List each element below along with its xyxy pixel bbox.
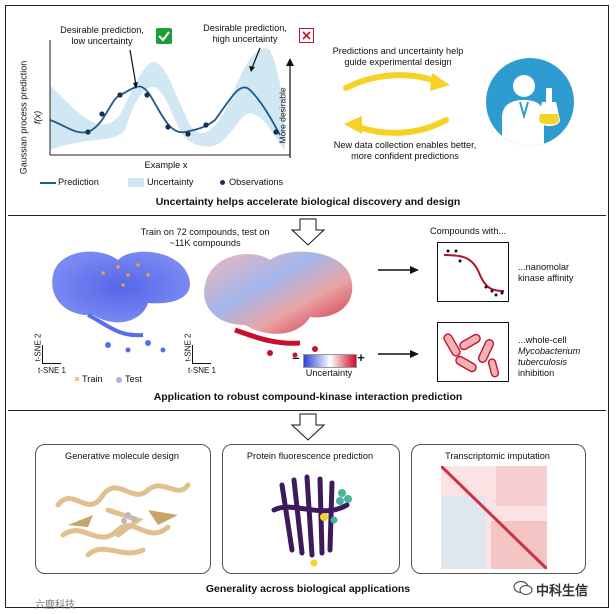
legend-observations: Observations [229, 177, 284, 187]
prediction-curve [49, 85, 281, 136]
callout-arrow-low [129, 49, 137, 86]
observation-point [203, 122, 209, 128]
legend-test-dot [116, 377, 122, 383]
whole-cell-text: ...whole-cell [518, 335, 567, 345]
heatmap [441, 466, 547, 569]
tsne1-right: t-SNE 1 [187, 366, 216, 375]
down-arrow-2 [290, 413, 326, 441]
tsne-axes-right [192, 345, 211, 364]
panel3-title: Generality across biological application… [205, 583, 411, 595]
check-icon [156, 28, 172, 44]
inhibition-text: inhibition [518, 368, 555, 378]
compounds-with: Compounds with... [430, 226, 507, 236]
divider-1 [8, 215, 606, 216]
legend-train-marker: × [74, 374, 80, 384]
uncertainty-band [50, 48, 285, 150]
legend-prediction: Prediction [58, 177, 99, 187]
uncertainty-colorbar [303, 354, 357, 368]
observation-point [117, 92, 123, 98]
xaxis-label: Example x [144, 160, 188, 170]
observation-point [165, 124, 171, 130]
divider-2 [8, 410, 606, 411]
train-test-text: Train on 72 compounds, test on ~11K comp… [140, 227, 270, 248]
bacteria-box [437, 322, 509, 382]
observation-point [273, 129, 279, 135]
wechat-icon [513, 580, 533, 596]
down-arrow-1 [290, 218, 326, 246]
observation-point [99, 111, 105, 117]
annot-low-uncertainty: Desirable prediction, low uncertainty [60, 25, 144, 46]
annot-high-uncertainty: Desirable prediction, high uncertainty [203, 23, 287, 44]
more-desirable-arrow [285, 58, 295, 163]
figure-frame [5, 5, 609, 608]
colorbar-minus: – [292, 350, 300, 365]
tsne-axes-left [42, 345, 61, 364]
protein-ribbon-tan [55, 482, 191, 558]
cross-icon [299, 28, 314, 43]
gp-plot [49, 40, 290, 156]
arrow-to-kinase [378, 262, 420, 280]
legend-observation-dot [220, 180, 225, 185]
tsne-uncertainty [204, 251, 353, 358]
legend-test: Test [125, 374, 142, 384]
protein-ribbon-purple [271, 474, 352, 567]
watermark-right: 中科生信 [536, 583, 589, 598]
arrow-to-mtb [378, 346, 420, 364]
mycobacterium-text: Mycobacterium tuberculosis [518, 346, 581, 367]
panel2-title: Application to robust compound-kinase in… [153, 391, 463, 403]
cycle-arrow-right [343, 72, 450, 91]
legend-uncertainty-swatch [128, 178, 144, 187]
nanomolar-text: ...nanomolar kinase affinity [518, 262, 574, 283]
observation-point [144, 92, 150, 98]
tsne1-left: t-SNE 1 [37, 366, 66, 375]
observation-point [85, 129, 91, 135]
scientist-icon [486, 58, 574, 146]
tsne-train-test [52, 251, 190, 353]
yaxis-label: Gaussian process prediction [18, 60, 29, 175]
card1-title: Generative molecule design [65, 451, 179, 461]
uncertainty-label: Uncertainty [305, 368, 353, 378]
panel1-title: Uncertainty helps accelerate biological … [155, 196, 461, 208]
observation-points [85, 92, 279, 137]
observation-point [185, 131, 191, 137]
more-desirable-label: More desirable [277, 87, 288, 144]
callout-arrow-high [251, 47, 261, 69]
card2-title: Protein fluorescence prediction [246, 451, 374, 461]
legend-train: Train [82, 374, 103, 384]
card3-title: Transcriptomic imputation [445, 451, 550, 461]
dose-response-box [437, 242, 509, 302]
legend-prediction-swatch [40, 182, 56, 184]
arrow-bottom-text: New data collection enables better, more… [333, 140, 477, 161]
arrow-top-text: Predictions and uncertainty help guide e… [332, 46, 464, 67]
legend-uncertainty: Uncertainty [147, 177, 194, 187]
cycle-arrow-left [344, 116, 449, 136]
colorbar-plus: + [357, 350, 365, 365]
watermark-left: 六鹿科技 [35, 600, 75, 611]
